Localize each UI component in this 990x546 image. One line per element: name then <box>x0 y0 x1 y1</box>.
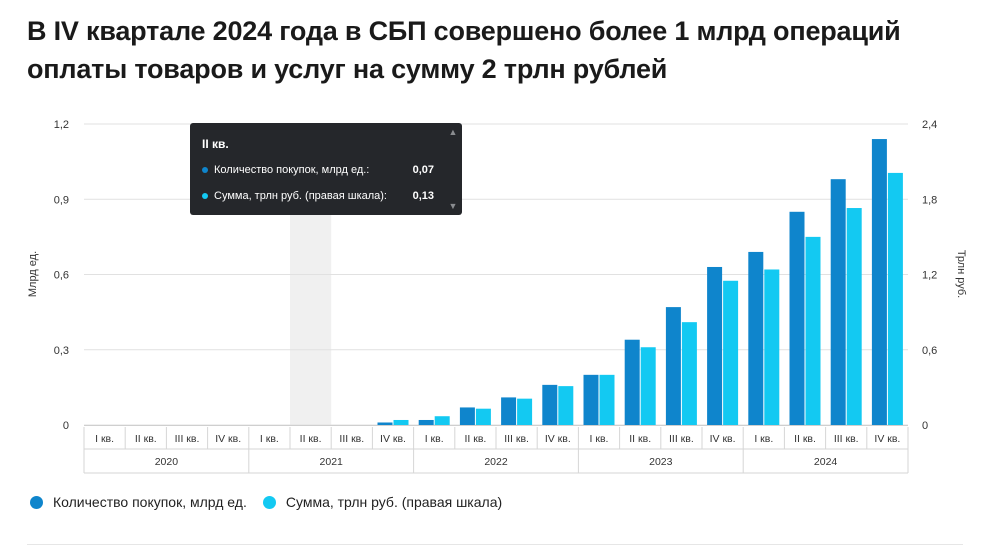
bar-count <box>501 397 517 425</box>
x-tick-label: I кв. <box>425 433 444 445</box>
x-tick-label: I кв. <box>260 433 279 445</box>
x-tick-label: II кв. <box>300 433 322 445</box>
x-tick-label: III кв. <box>669 433 694 445</box>
bar-count <box>583 374 599 425</box>
legend-label: Сумма, трлн руб. (правая шкала) <box>285 494 503 510</box>
y-axis-label: Млрд ед. <box>27 251 39 297</box>
bar-count <box>542 384 558 425</box>
legend-marker-icon <box>30 495 43 509</box>
chart-canvas: 0 0,3 0,6 0,9 1,2 0 0,6 1,2 1,8 2,4 Млрд ед. Трлн р… <box>27 119 967 474</box>
x-tick-label: III кв. <box>504 433 529 445</box>
tooltip-scrollbar[interactable]: ▲ ▼ <box>448 127 458 211</box>
y2-tick-label: 2,4 <box>922 119 937 131</box>
bar-count <box>707 266 723 425</box>
x-tick-label: IV кв. <box>710 433 736 445</box>
bar-count <box>871 139 887 426</box>
x-tick-label: IV кв. <box>380 433 406 445</box>
x-tick-label: III кв. <box>339 433 364 445</box>
bar-count <box>665 307 681 425</box>
x-tick-label: IV кв. <box>545 433 571 445</box>
x-tick-label: II кв. <box>794 433 816 445</box>
y-tick-label: 0,9 <box>54 194 69 206</box>
x-tick-label: III кв. <box>175 433 200 445</box>
bar-sum <box>846 208 862 425</box>
tooltip-title: II кв. <box>202 137 229 151</box>
y2-tick-label: 0,6 <box>922 345 937 357</box>
y2-tick-label: 1,2 <box>922 270 937 282</box>
bar-count <box>624 339 640 425</box>
bar-sum <box>434 416 450 425</box>
bar-count <box>459 407 475 425</box>
x-tick-label: II кв. <box>629 433 651 445</box>
y-tick-label: 1,2 <box>54 119 69 131</box>
tooltip-row-label: Сумма, трлн руб. (правая шкала): <box>214 190 387 202</box>
bar-sum <box>681 322 697 425</box>
chart-tooltip: II кв. Количество покупок, млрд ед.: 0,0… <box>190 123 462 215</box>
legend-label: Количество покупок, млрд ед. <box>53 494 247 510</box>
bar-count <box>830 179 846 425</box>
bar-count <box>418 419 434 425</box>
x-group-label: 2021 <box>320 456 344 468</box>
y-tick-label: 0 <box>63 420 69 432</box>
y2-axis-label: Трлн руб. <box>955 250 967 298</box>
x-tick-label: II кв. <box>464 433 486 445</box>
series-2-marker-icon <box>202 193 208 199</box>
y-tick-label: 0,3 <box>54 345 69 357</box>
bar-sum <box>599 374 615 425</box>
x-group-label: 2020 <box>155 456 179 468</box>
y2-tick-label: 1,8 <box>922 194 937 206</box>
bar-sum <box>887 172 903 425</box>
x-group-label: 2024 <box>814 456 838 468</box>
x-tick-label: III кв. <box>834 433 859 445</box>
chevron-up-icon[interactable]: ▲ <box>448 127 458 137</box>
bar-sum <box>475 408 491 425</box>
chart-title: В IV квартале 2024 года в СБП совершено … <box>27 16 901 84</box>
legend-item-count[interactable]: Количество покупок, млрд ед. <box>30 494 247 510</box>
series-1-marker-icon <box>202 167 208 173</box>
x-tick-label: IV кв. <box>215 433 241 445</box>
bar-sum <box>393 419 409 425</box>
x-tick-label: I кв. <box>590 433 609 445</box>
tooltip-row-value: 0,13 <box>412 190 434 202</box>
tooltip-row-value: 0,07 <box>412 164 434 176</box>
bar-sum <box>723 280 739 425</box>
bottom-divider <box>27 544 963 545</box>
x-tick-label: IV кв. <box>874 433 900 445</box>
bar-sum <box>764 269 780 425</box>
tooltip-row-label: Количество покупок, млрд ед.: <box>214 164 370 176</box>
legend-marker-icon <box>262 495 276 509</box>
bar-count <box>748 251 764 425</box>
bar-count <box>377 422 393 425</box>
tooltip-row-sum: Сумма, трлн руб. (правая шкала): 0,13 <box>202 190 434 202</box>
bar-sum <box>805 236 821 425</box>
x-group-label: 2022 <box>484 456 508 468</box>
bar-count <box>789 211 805 425</box>
y-tick-label: 0,6 <box>54 270 69 282</box>
y2-tick-label: 0 <box>922 420 928 432</box>
x-tick-label: II кв. <box>135 433 157 445</box>
x-group-label: 2023 <box>649 456 673 468</box>
chart-legend: Количество покупок, млрд ед. Сумма, трлн… <box>30 494 502 510</box>
x-tick-label: I кв. <box>95 433 114 445</box>
bar-sum <box>640 347 656 425</box>
legend-item-sum[interactable]: Сумма, трлн руб. (правая шкала) <box>262 494 503 510</box>
x-tick-label: I кв. <box>754 433 773 445</box>
bar-sum <box>558 386 574 425</box>
chevron-down-icon[interactable]: ▼ <box>448 201 458 211</box>
bar-sum <box>517 398 533 425</box>
tooltip-row-count: Количество покупок, млрд ед.: 0,07 <box>202 164 434 176</box>
